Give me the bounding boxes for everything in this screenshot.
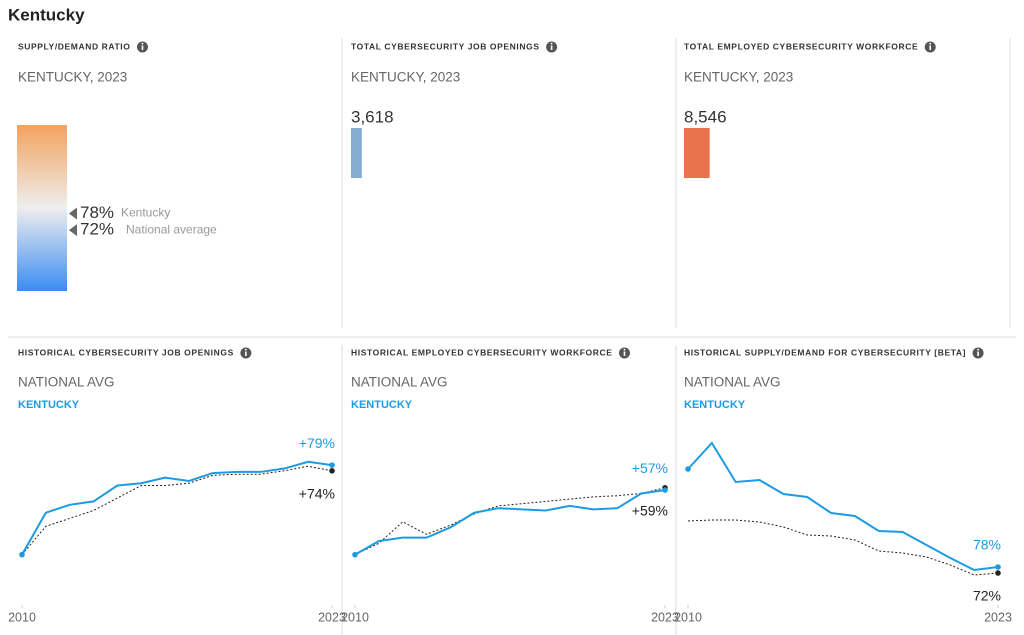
subtitle: KENTUCKY, 2023 xyxy=(351,70,460,85)
x-tick-label: 2010 xyxy=(674,610,702,624)
info-icon-mark xyxy=(623,351,626,356)
info-icon-mark xyxy=(244,348,247,351)
end-point xyxy=(329,468,335,474)
end-label: 78% xyxy=(973,537,1001,553)
info-icon-mark xyxy=(550,45,553,50)
x-tick-label: 2010 xyxy=(8,610,36,624)
panel-title: TOTAL EMPLOYED CYBERSECURITY WORKFORCE xyxy=(684,41,918,51)
end-label: 72% xyxy=(973,588,1001,604)
subtitle: KENTUCKY, 2023 xyxy=(18,70,127,85)
info-icon-mark xyxy=(141,42,144,45)
legend-kentucky: KENTUCKY xyxy=(18,399,80,411)
gauge-marker xyxy=(69,224,77,237)
panel-title: HISTORICAL EMPLOYED CYBERSECURITY WORKFO… xyxy=(351,347,612,357)
series-line xyxy=(687,519,999,576)
x-tick-label: 2010 xyxy=(341,610,369,624)
info-icon-mark xyxy=(977,351,979,356)
end-label: +57% xyxy=(632,460,668,476)
start-point xyxy=(19,551,25,558)
gauge-bar xyxy=(17,125,67,291)
end-point xyxy=(995,570,1001,576)
bar xyxy=(351,128,362,178)
page-title: Kentucky xyxy=(8,5,85,24)
gauge-label: Kentucky xyxy=(121,206,170,220)
gauge-value: 72% xyxy=(80,220,114,239)
end-label: +79% xyxy=(299,435,335,451)
x-tick-label: 2023 xyxy=(651,610,679,624)
end-point xyxy=(662,487,668,493)
start-point xyxy=(685,466,691,472)
subtitle: KENTUCKY, 2023 xyxy=(684,70,793,85)
info-icon-mark xyxy=(623,348,626,351)
end-point xyxy=(329,462,335,468)
start-point xyxy=(352,551,358,558)
info-icon-mark xyxy=(141,45,144,50)
legend-national: NATIONAL AVG xyxy=(351,375,448,390)
info-icon-mark xyxy=(550,42,553,45)
info-icon-mark xyxy=(929,45,932,50)
gauge-value: 78% xyxy=(80,203,114,222)
x-tick-label: 2023 xyxy=(984,610,1012,624)
info-icon-mark xyxy=(245,351,247,356)
info-icon-mark xyxy=(929,42,932,45)
value-label: 8,546 xyxy=(684,107,727,126)
panel-title: SUPPLY/DEMAND RATIO xyxy=(18,41,130,51)
gauge-marker xyxy=(69,207,77,220)
gauge-label: National average xyxy=(126,222,217,236)
x-tick-label: 2023 xyxy=(318,610,346,624)
panel-title: TOTAL CYBERSECURITY JOB OPENINGS xyxy=(351,41,540,51)
value-label: 3,618 xyxy=(351,107,394,126)
end-label: +59% xyxy=(632,503,668,519)
series-line xyxy=(21,460,333,556)
series-line xyxy=(687,441,999,572)
bar xyxy=(684,128,710,178)
legend-national: NATIONAL AVG xyxy=(684,375,781,390)
info-icon-mark xyxy=(977,348,979,351)
end-point xyxy=(995,564,1001,570)
series-line xyxy=(354,489,666,556)
legend-kentucky: KENTUCKY xyxy=(684,399,746,411)
legend-kentucky: KENTUCKY xyxy=(351,399,413,411)
panel-title: HISTORICAL SUPPLY/DEMAND FOR CYBERSECURI… xyxy=(684,347,966,357)
end-label: +74% xyxy=(299,486,335,502)
series-line xyxy=(21,465,333,555)
panel-title: HISTORICAL CYBERSECURITY JOB OPENINGS xyxy=(18,347,234,357)
series-line xyxy=(354,487,666,556)
legend-national: NATIONAL AVG xyxy=(18,375,115,390)
